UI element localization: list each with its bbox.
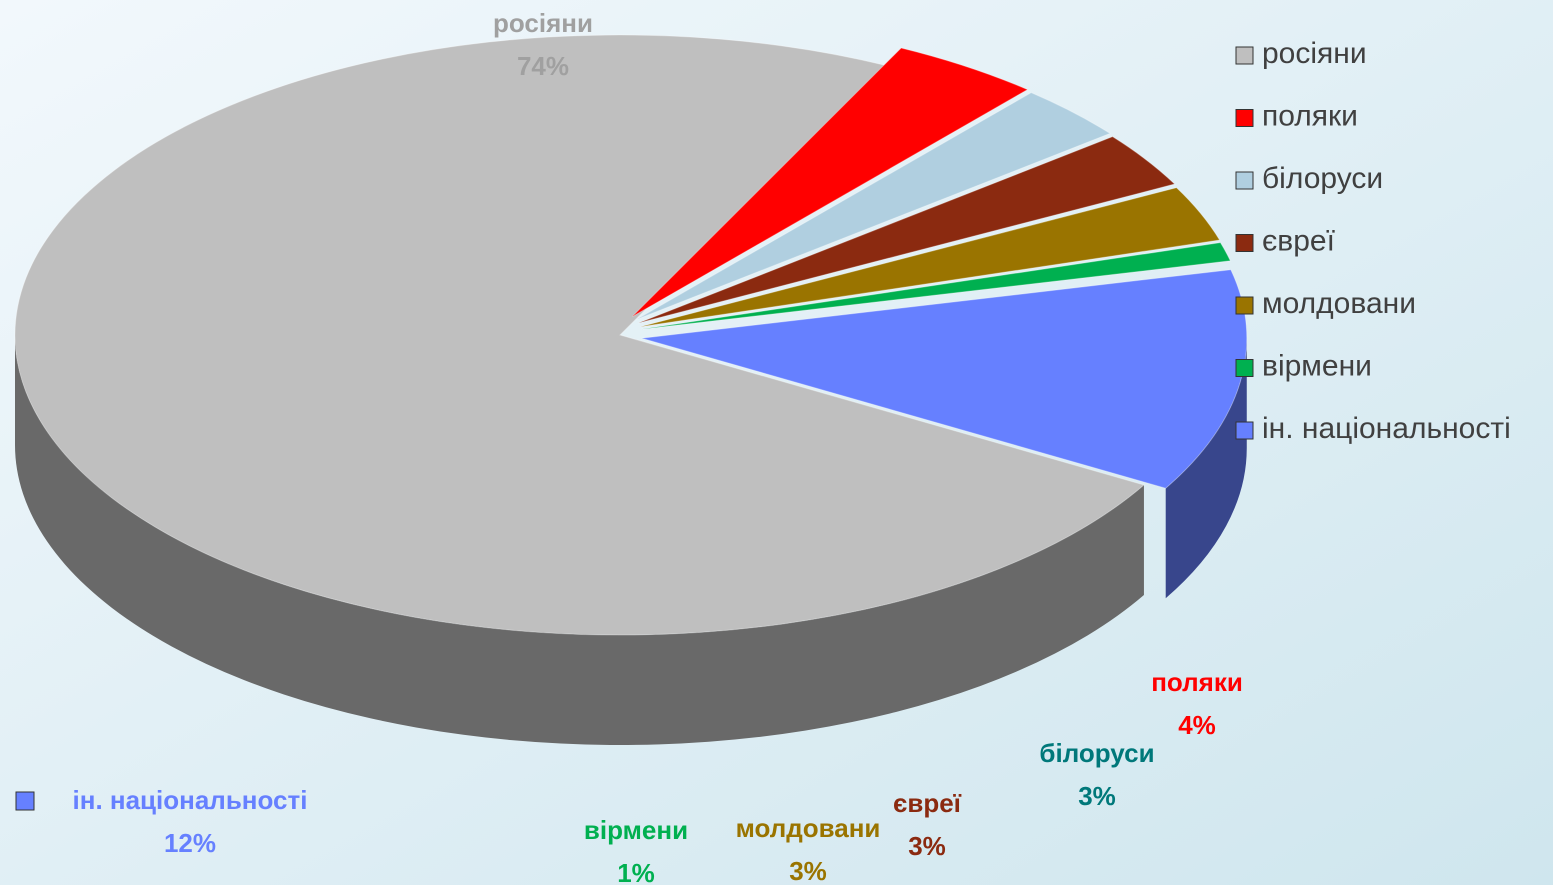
data-label-value: 1% — [617, 858, 655, 885]
legend-swatch — [1235, 234, 1254, 252]
data-label-name: євреї — [893, 788, 962, 818]
legend-swatch — [1235, 359, 1254, 377]
slice — [641, 242, 1232, 330]
legend-swatch — [1235, 46, 1254, 65]
slice — [14, 34, 1145, 636]
data-label-value: 3% — [789, 856, 827, 885]
data-label-name: вірмени — [584, 815, 688, 845]
data-label-value: 74% — [517, 51, 569, 81]
label-key — [15, 791, 35, 811]
slice-side — [1165, 338, 1247, 599]
legend-swatch — [1235, 109, 1254, 127]
legend-label: вірмени — [1262, 349, 1372, 382]
data-label-name: ін. національності — [73, 785, 308, 815]
data-label-value: 3% — [1078, 781, 1116, 811]
legend-swatch — [1235, 171, 1254, 190]
pie-tops — [14, 34, 1248, 636]
legend-label: поляки — [1262, 99, 1358, 132]
data-label-name: молдовани — [736, 813, 881, 843]
legend: росіяни поляки білоруси євреї молдовани вірме… — [1235, 37, 1511, 445]
labels: росіяни 74% поляки 4% білоруси 3% євреї 3% молдо… — [15, 8, 1243, 885]
legend-swatch — [1235, 296, 1254, 315]
legend-label: ін. національності — [1262, 412, 1511, 445]
legend-label: росіяни — [1262, 37, 1367, 70]
data-label-value: 12% — [164, 828, 216, 858]
data-label-name: росіяни — [493, 8, 593, 38]
pie-sides — [15, 335, 1247, 745]
legend-label: молдовани — [1262, 287, 1416, 320]
legend-swatch — [1235, 421, 1254, 440]
slice — [631, 47, 1029, 318]
legend-label: білоруси — [1262, 162, 1383, 195]
slice-side — [15, 335, 1144, 745]
slice — [638, 136, 1176, 324]
data-label-name: поляки — [1151, 667, 1243, 697]
data-label-name: білоруси — [1039, 738, 1154, 768]
slice — [641, 269, 1248, 489]
data-label-value: 3% — [908, 831, 946, 861]
slice — [640, 187, 1221, 328]
slice — [635, 92, 1112, 321]
data-label-value: 4% — [1178, 710, 1216, 740]
legend-label: євреї — [1262, 224, 1336, 257]
